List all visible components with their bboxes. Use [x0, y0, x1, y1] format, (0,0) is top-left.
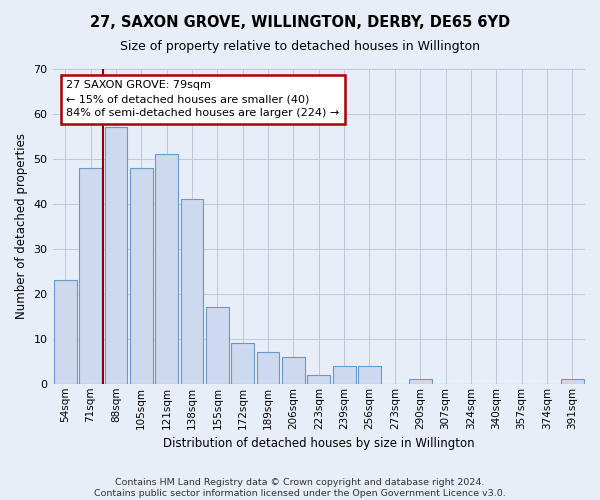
- Bar: [79, 168, 102, 384]
- Text: 27 SAXON GROVE: 79sqm
← 15% of detached houses are smaller (40)
84% of semi-deta: 27 SAXON GROVE: 79sqm ← 15% of detached …: [67, 80, 340, 118]
- Bar: [130, 168, 152, 384]
- Text: 27, SAXON GROVE, WILLINGTON, DERBY, DE65 6YD: 27, SAXON GROVE, WILLINGTON, DERBY, DE65…: [90, 15, 510, 30]
- Bar: [206, 308, 229, 384]
- X-axis label: Distribution of detached houses by size in Willington: Distribution of detached houses by size …: [163, 437, 475, 450]
- Text: Contains HM Land Registry data © Crown copyright and database right 2024.
Contai: Contains HM Land Registry data © Crown c…: [94, 478, 506, 498]
- Bar: [561, 380, 584, 384]
- Bar: [231, 344, 254, 384]
- Bar: [54, 280, 77, 384]
- Bar: [409, 380, 431, 384]
- Y-axis label: Number of detached properties: Number of detached properties: [15, 134, 28, 320]
- Bar: [181, 200, 203, 384]
- Bar: [333, 366, 356, 384]
- Bar: [282, 357, 305, 384]
- Bar: [358, 366, 381, 384]
- Bar: [155, 154, 178, 384]
- Text: Size of property relative to detached houses in Willington: Size of property relative to detached ho…: [120, 40, 480, 53]
- Bar: [104, 128, 127, 384]
- Bar: [307, 375, 330, 384]
- Bar: [257, 352, 280, 384]
